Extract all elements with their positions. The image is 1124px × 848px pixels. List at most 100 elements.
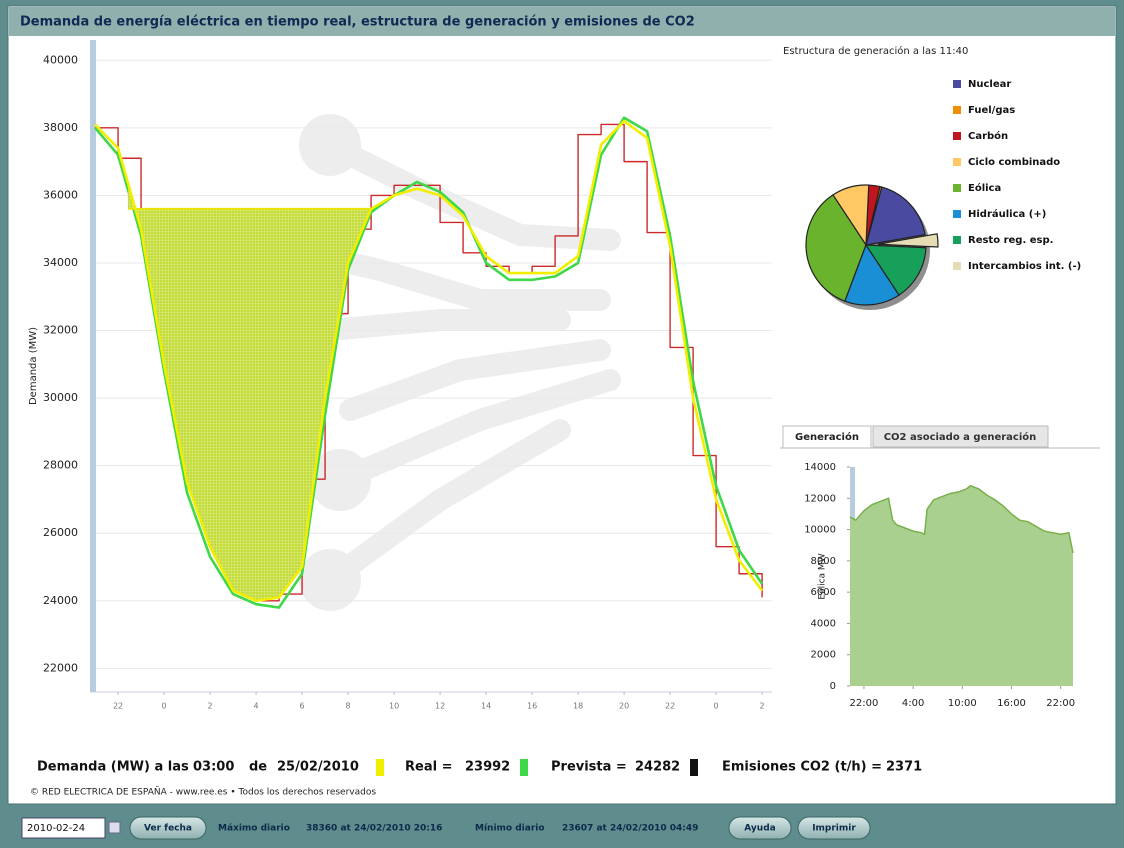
- y-tick-label: 12000: [804, 493, 836, 504]
- max-value: 38360 at 24/02/2010 20:16: [306, 824, 442, 834]
- y-tick-label: 8000: [811, 556, 836, 567]
- legend-label: Intercambios int. (-): [968, 261, 1081, 272]
- line: [94, 119, 764, 603]
- co2-label: Emisiones CO2 (t/h) =: [722, 760, 882, 775]
- button-label[interactable]: Ver fecha: [144, 824, 192, 834]
- date-input[interactable]: [21, 817, 106, 839]
- max-label: Máximo diario: [218, 824, 290, 834]
- real-label: Real =: [405, 760, 452, 775]
- button[interactable]: [129, 816, 207, 840]
- readout-de: de: [249, 760, 267, 775]
- prevista-label: Prevista =: [551, 760, 627, 775]
- x-tick-label: 10:00: [948, 698, 977, 709]
- swatch-co2: [690, 759, 698, 776]
- readout-time: 03:00: [193, 760, 234, 775]
- x-tick-label: 22:00: [1046, 698, 1075, 709]
- legend-label: Fuel/gas: [968, 105, 1015, 116]
- line: [94, 116, 764, 609]
- x-tick-label: 16:00: [997, 698, 1026, 709]
- x-tick-label: 4:00: [902, 698, 924, 709]
- y-tick-label: 0: [830, 681, 836, 692]
- y-tick-label: 28000: [43, 459, 78, 472]
- y-tick-label: 36000: [43, 188, 78, 201]
- toolbar: 2010-02-24 Ver fecha Máximo diario 38360…: [21, 816, 871, 840]
- y-tick-label: 30000: [43, 391, 78, 404]
- x-tick-label: 6: [300, 702, 305, 711]
- y-tick-label: 6000: [811, 587, 836, 598]
- x-tick-label: 0: [714, 702, 719, 711]
- legend-swatch: [953, 262, 961, 270]
- y-axis-bar: [90, 40, 96, 692]
- pie-slice: [805, 194, 867, 302]
- x-tick-label: 2: [208, 702, 213, 711]
- x-tick-label: 0: [162, 702, 167, 711]
- min-value: 23607 at 24/02/2010 04:49: [562, 824, 698, 834]
- pie-title: Estructura de generación a las 11:40: [783, 45, 968, 57]
- x-tick-label: 16: [527, 702, 537, 711]
- co2-value: 2371: [886, 760, 922, 775]
- legend-swatch: [953, 106, 961, 114]
- legend-label: Ciclo combinado: [968, 157, 1060, 168]
- y-tick-label: 34000: [43, 256, 78, 269]
- min-label: Mínimo diario: [475, 824, 545, 834]
- area: [850, 485, 1073, 686]
- y-tick-label: 14000: [804, 462, 836, 473]
- button-label[interactable]: Ayuda: [744, 824, 775, 834]
- legend-label: Hidráulica (+): [968, 208, 1046, 220]
- tab-label[interactable]: CO2 asociado a generación: [884, 431, 1037, 443]
- calendar-icon[interactable]: [108, 821, 121, 834]
- x-tick-label: 14: [481, 702, 491, 711]
- pie-slice: [865, 186, 926, 246]
- button-label[interactable]: Imprimir: [812, 824, 856, 834]
- x-tick-label: 22: [113, 702, 123, 711]
- y-tick-label: 38000: [43, 121, 78, 134]
- legend-label: Carbón: [968, 130, 1008, 142]
- tab[interactable]: [872, 425, 1049, 448]
- legend-label: Eólica: [968, 182, 1001, 194]
- pie-slice: [844, 243, 900, 306]
- page-title: Demanda de energía eléctrica en tiempo r…: [20, 15, 695, 30]
- y-tick-label: 2000: [811, 650, 836, 661]
- y-tick-label: 26000: [43, 526, 78, 539]
- legend-label: Nuclear: [968, 79, 1011, 90]
- area-line: [849, 484, 1074, 554]
- x-tick-label: 8: [346, 702, 351, 711]
- legend-swatch: [953, 210, 961, 218]
- x-tick-label: 10: [389, 702, 399, 711]
- x-tick-label: 2: [760, 702, 765, 711]
- footer: © RED ELECTRICA DE ESPAÑA - www.ree.es •…: [30, 787, 376, 798]
- legend-swatch: [953, 236, 961, 244]
- legend-swatch: [953, 132, 961, 140]
- date-value[interactable]: 2010-02-24: [27, 823, 85, 834]
- swatch-prevista: [520, 759, 528, 776]
- legend-swatch: [953, 80, 961, 88]
- readout-date: 25/02/2010: [277, 760, 359, 775]
- legend-swatch: [953, 158, 961, 166]
- x-tick-label: 22:00: [850, 698, 879, 709]
- button[interactable]: [797, 816, 871, 840]
- y-tick-label: 24000: [43, 594, 78, 607]
- button[interactable]: [728, 816, 792, 840]
- y-axis-label: Demanda (MW): [28, 327, 39, 405]
- y-tick-label: 22000: [43, 661, 78, 674]
- y-tick-label: 40000: [43, 53, 78, 66]
- pie-slice: [877, 233, 939, 248]
- legend-swatch: [953, 184, 961, 192]
- swatch-real: [376, 759, 384, 776]
- legend-label: Resto reg. esp.: [968, 235, 1053, 246]
- x-tick-label: 12: [435, 702, 445, 711]
- y-tick-label: 4000: [811, 618, 836, 629]
- readout-label: Demanda (MW) a las: [37, 760, 189, 775]
- tab-label[interactable]: Generación: [795, 431, 859, 443]
- x-tick-label: 4: [254, 702, 259, 711]
- real-value: 23992: [465, 760, 510, 775]
- x-tick-label: 18: [573, 702, 583, 711]
- prevista-value: 24282: [635, 760, 680, 775]
- y-tick-label: 10000: [804, 525, 836, 536]
- y-axis-label: Eólica MW: [817, 553, 828, 599]
- readout: Demanda (MW) a las 03:00 de 25/02/2010 R…: [37, 759, 922, 776]
- title-bar: [9, 7, 1115, 36]
- x-tick-label: 22: [665, 702, 675, 711]
- pie-slice: [864, 244, 927, 296]
